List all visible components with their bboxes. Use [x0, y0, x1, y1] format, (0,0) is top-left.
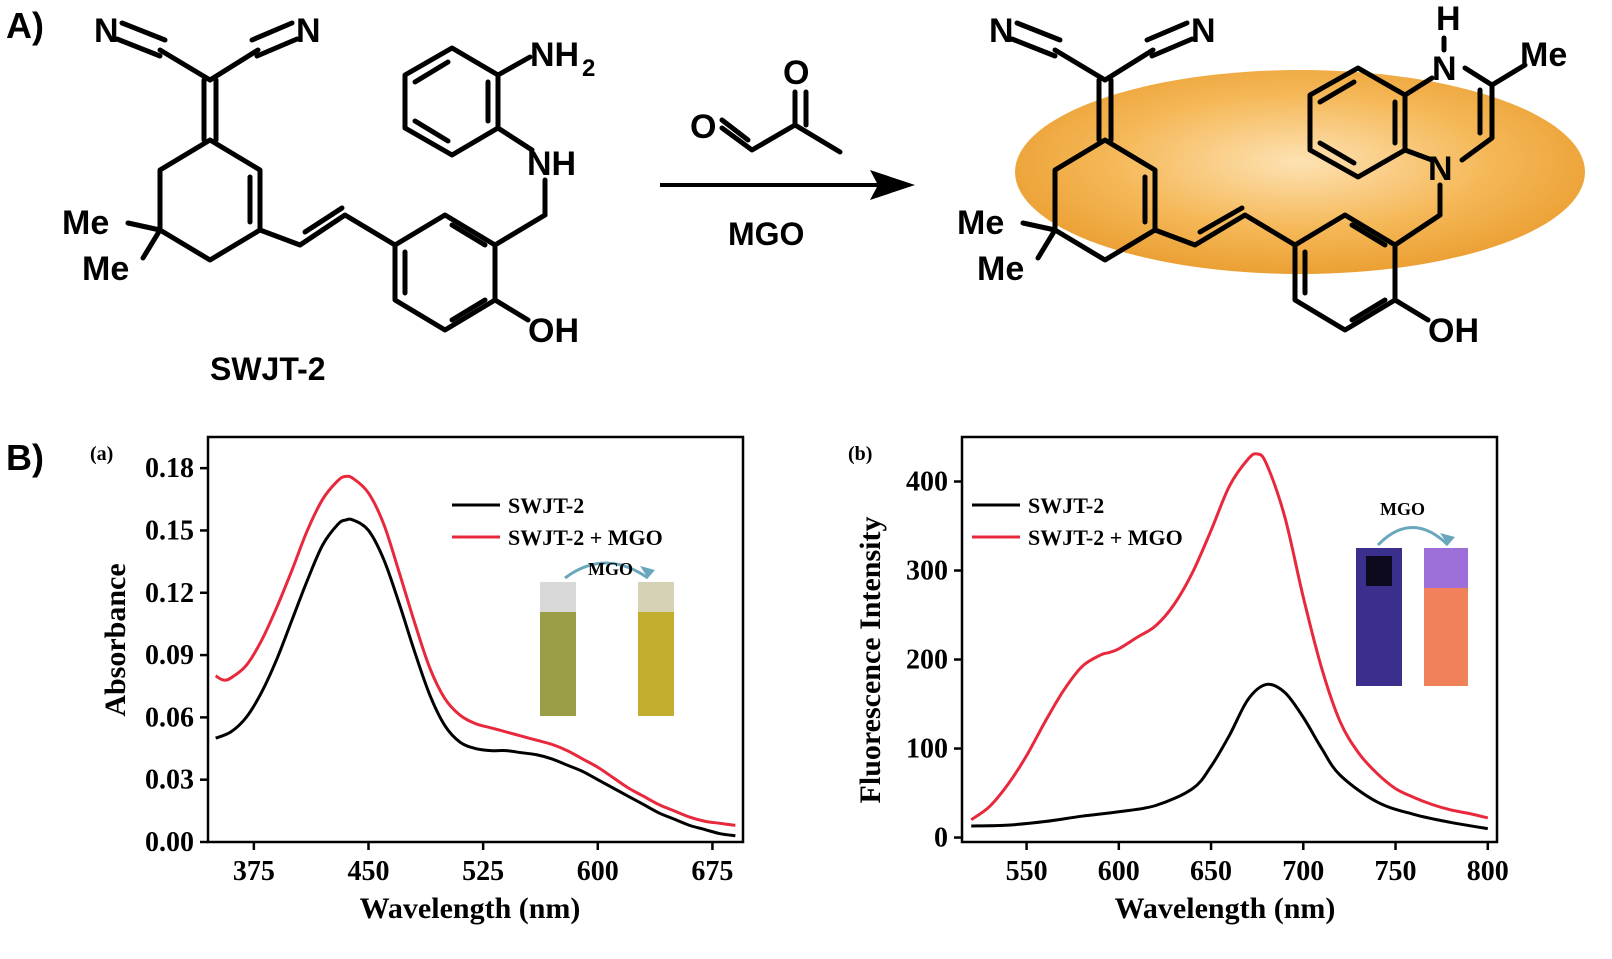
x-tick-label: 750 — [1375, 856, 1417, 887]
series-line-swjt-2-mgo — [214, 474, 736, 827]
x-tick-label: 375 — [233, 856, 275, 887]
chart-a-panel-label: (a) — [90, 443, 113, 465]
atom-label-nh2: NH — [530, 36, 579, 74]
plot-frame — [960, 435, 1499, 844]
atom-label-me: Me — [62, 204, 109, 242]
x-tick-label: 450 — [348, 856, 390, 887]
panel-b-label: B) — [6, 437, 44, 478]
x-tick-label: 600 — [1098, 856, 1140, 887]
y-tick-label: 0 — [934, 823, 948, 854]
chart-b-inset-label: MGO — [1380, 499, 1425, 519]
chart-b-panel-label: (b) — [848, 443, 872, 465]
chart-a-legend: SWJT-2 SWJT-2 + MGO — [452, 493, 663, 550]
x-tick-label: 600 — [577, 856, 619, 887]
atom-label-n: N — [94, 12, 119, 50]
panel-a-label: A) — [6, 5, 44, 46]
atom-label-n: N — [989, 12, 1014, 50]
x-tick-label: 675 — [691, 856, 733, 887]
atom-label-n: N — [296, 12, 321, 50]
series-line-swjt-2 — [971, 682, 1489, 831]
atom-label-me: Me — [957, 204, 1004, 242]
atom-label-n: N — [1432, 50, 1457, 88]
legend-label: SWJT-2 — [1028, 493, 1104, 518]
atom-label-nh: NH — [527, 145, 576, 183]
x-tick-label: 650 — [1190, 856, 1232, 887]
product-structure: N N Me Me OH N N H Me — [957, 0, 1585, 350]
atom-label-o: O — [690, 108, 716, 146]
y-tick-label: 300 — [906, 556, 948, 587]
y-tick-label: 100 — [906, 734, 948, 765]
atom-label-n: N — [1191, 12, 1216, 50]
chart-a-x-axis-label: Wavelength (nm) — [360, 892, 581, 925]
y-tick-label: 0.06 — [145, 702, 194, 733]
y-tick-label: 0.18 — [145, 453, 194, 484]
atom-label-h: H — [1436, 0, 1461, 38]
atom-label-oh: OH — [1428, 312, 1479, 350]
chart-a-inset-vials: MGO — [540, 559, 674, 716]
atom-label-me: Me — [977, 250, 1024, 288]
reagent-label: MGO — [728, 216, 804, 252]
chart-b-y-axis-label: Fluorescence Intensity — [854, 517, 887, 804]
chart-a-inset-label: MGO — [588, 559, 633, 579]
reactant-name: SWJT-2 — [210, 351, 326, 387]
y-tick-label: 0.00 — [145, 827, 194, 858]
chart-b-legend: SWJT-2 SWJT-2 + MGO — [972, 493, 1183, 550]
atom-label-o: O — [783, 54, 809, 92]
absorbance-chart: (a) 375 450 525 600 675 0.00 0.03 0.06 0.09 0.12 0… — [90, 435, 745, 925]
y-tick-label: 0.15 — [145, 515, 194, 546]
chart-b-inset-vials: MGO — [1356, 499, 1468, 686]
chart-b-x-axis-label: Wavelength (nm) — [1115, 892, 1336, 925]
legend-label: SWJT-2 + MGO — [1028, 525, 1183, 550]
fluorescence-chart: (b) 550 600 650 700 750 800 0 100 200 300 400 SWJT… — [848, 435, 1509, 925]
atom-label-me: Me — [82, 250, 129, 288]
y-tick-label: 400 — [906, 467, 948, 498]
reaction-arrow — [660, 170, 915, 200]
series-line-swjt-2 — [215, 517, 736, 838]
reagent-structure: O O — [690, 54, 843, 155]
chart-a-y-axis-label: Absorbance — [99, 563, 132, 716]
plot-frame — [206, 435, 745, 844]
x-tick-label: 700 — [1282, 856, 1324, 887]
x-tick-label: 800 — [1467, 856, 1509, 887]
x-tick-label: 525 — [462, 856, 504, 887]
y-tick-label: 0.09 — [145, 640, 194, 671]
y-tick-label: 0.12 — [145, 578, 194, 609]
y-tick-label: 200 — [906, 645, 948, 676]
series-line-swjt-2-mgo — [970, 452, 1489, 821]
atom-label-nh2-subscript: 2 — [582, 55, 595, 82]
atom-label-me: Me — [1520, 36, 1567, 74]
atom-label-n: N — [1428, 150, 1453, 188]
legend-label: SWJT-2 + MGO — [508, 525, 663, 550]
legend-label: SWJT-2 — [508, 493, 584, 518]
y-tick-label: 0.03 — [145, 765, 194, 796]
reactant-structure: N N Me Me OH NH NH 2 SWJT-2 — [62, 12, 595, 387]
x-tick-label: 550 — [1006, 856, 1048, 887]
atom-label-oh: OH — [528, 312, 579, 350]
